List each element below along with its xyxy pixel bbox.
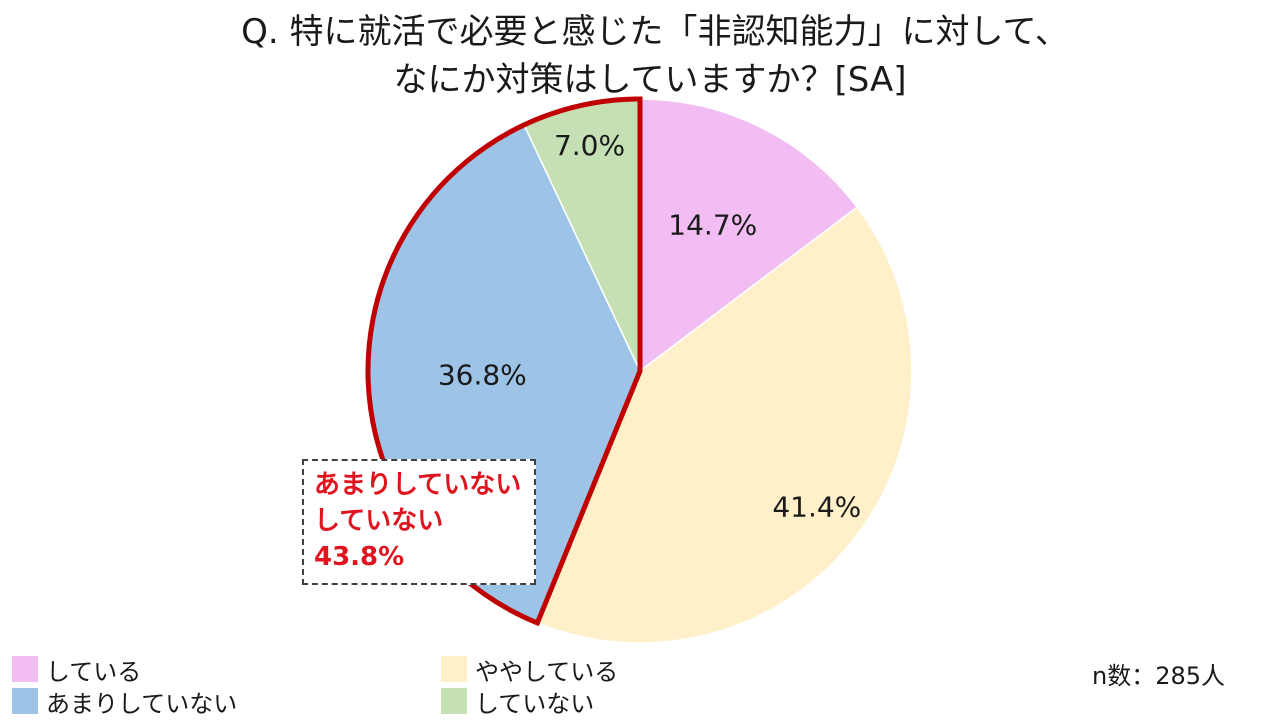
legend-label-shiteiru: している <box>46 657 142 686</box>
legend-item-yaya: ややしている <box>441 651 618 687</box>
legend-swatch-shiteinai <box>441 688 467 714</box>
callout-value: 43.8% <box>314 542 405 572</box>
legend-swatch-amari <box>12 688 38 714</box>
legend-item-amari: あまりしていない <box>12 683 237 719</box>
chart-title-line2: なにか対策はしていますか？[SA] <box>393 60 907 100</box>
callout-line1: あまりしていない <box>314 470 522 500</box>
legend-label-amari: あまりしていない <box>46 689 238 718</box>
legend-item-shiteiru: している <box>12 651 141 687</box>
callout-line2: していない <box>314 506 444 536</box>
pie-labels: 14.7% 41.4% 36.8% 7.0% <box>438 129 861 524</box>
pie-label-shiteiru: 14.7% <box>668 208 757 241</box>
legend-item-shiteinai: していない <box>441 683 594 719</box>
sample-size-label: n数：285人 <box>1092 662 1226 690</box>
legend-swatch-yaya <box>441 656 467 682</box>
legend-label-yaya: ややしている <box>475 657 619 686</box>
pie-slice-shiteiru <box>639 98 859 373</box>
chart-title: Q. 特に就活で必要と感じた「非認知能力」に対して、 なにか対策はしていますか？… <box>0 8 1280 104</box>
legend-swatch-shiteiru <box>12 656 38 682</box>
pie-label-amari: 36.8% <box>438 359 527 392</box>
callout-box: あまりしていない していない 43.8% <box>302 459 536 585</box>
legend-label-shiteinai: していない <box>475 689 595 718</box>
pie-slice-yaya <box>536 206 913 644</box>
pie-label-yaya: 41.4% <box>772 490 861 523</box>
chart-title-line1: Q. 特に就活で必要と感じた「非認知能力」に対して、 <box>241 12 1069 52</box>
pie-label-shiteinai: 7.0% <box>554 129 625 162</box>
